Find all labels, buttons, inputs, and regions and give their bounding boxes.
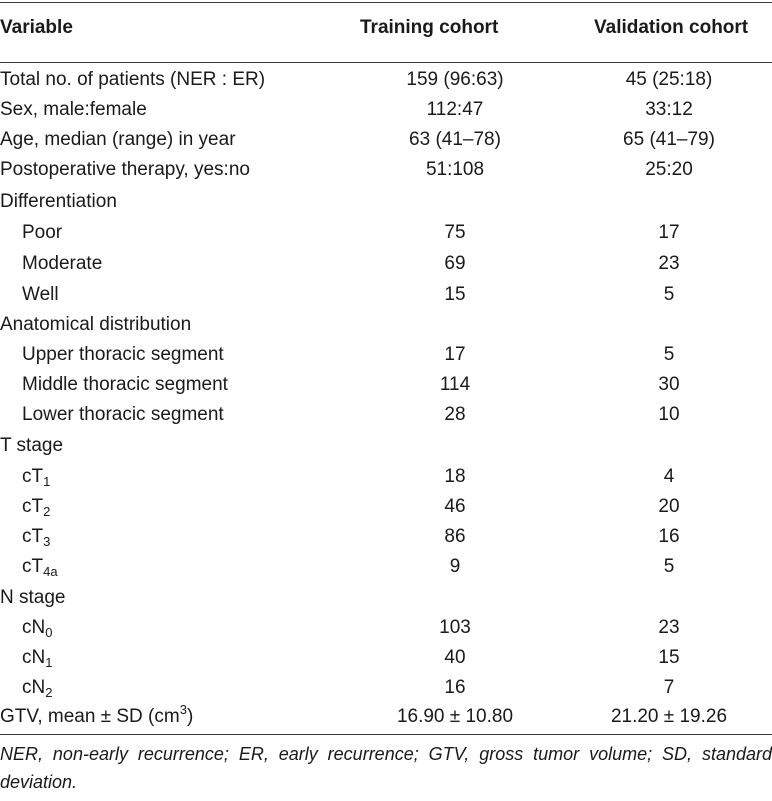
section-label: Anatomical distribution bbox=[0, 314, 192, 335]
training-value: 15 bbox=[444, 284, 466, 305]
table-row: N stage bbox=[0, 583, 772, 613]
row-label: Lower thoracic segment bbox=[22, 404, 224, 425]
header-training-cohort: Training cohort bbox=[360, 17, 499, 38]
training-value: 112:47 bbox=[426, 99, 484, 120]
table-row: Differentiation bbox=[0, 187, 772, 217]
row-label: Well bbox=[22, 284, 59, 305]
table-row: cT1 18 4 bbox=[0, 462, 772, 492]
header-row: Variable Training cohort Validation coho… bbox=[0, 13, 772, 43]
validation-value: 15 bbox=[658, 647, 680, 668]
row-label: Total no. of patients (NER : ER) bbox=[0, 69, 266, 90]
row-label: cN0 bbox=[22, 617, 53, 640]
training-value: 69 bbox=[444, 253, 466, 274]
training-value: 159 (96:63) bbox=[406, 69, 504, 90]
training-value: 28 bbox=[444, 404, 466, 425]
validation-value: 7 bbox=[663, 677, 675, 698]
table-row: Moderate 69 23 bbox=[0, 249, 772, 279]
validation-value: 5 bbox=[663, 284, 675, 305]
header-variable: Variable bbox=[0, 17, 73, 38]
validation-value: 30 bbox=[658, 374, 680, 395]
validation-value: 65 (41–79) bbox=[623, 129, 715, 150]
validation-value: 17 bbox=[658, 222, 680, 243]
training-value: 16.90 ± 10.80 bbox=[396, 706, 514, 727]
row-label: Upper thoracic segment bbox=[22, 344, 224, 365]
training-value: 17 bbox=[444, 344, 466, 365]
row-label: cT4a bbox=[22, 556, 58, 579]
training-value: 114 bbox=[439, 374, 471, 395]
table-row: cT2 46 20 bbox=[0, 492, 772, 522]
table-row: cT3 86 16 bbox=[0, 522, 772, 552]
validation-value: 4 bbox=[663, 466, 675, 487]
table-row: Total no. of patients (NER : ER) 159 (96… bbox=[0, 65, 772, 95]
table-row: Middle thoracic segment 114 30 bbox=[0, 370, 772, 400]
section-label: T stage bbox=[0, 435, 64, 456]
validation-value: 45 (25:18) bbox=[625, 69, 713, 90]
validation-value: 16 bbox=[658, 526, 680, 547]
table-footnote: NER, non-early recurrence; ER, early rec… bbox=[0, 744, 772, 792]
table-row: GTV, mean ± SD (cm3) 16.90 ± 10.80 21.20… bbox=[0, 702, 772, 732]
validation-value: 23 bbox=[658, 253, 680, 274]
bottom-rule bbox=[0, 734, 772, 735]
table-row: Upper thoracic segment 17 5 bbox=[0, 340, 772, 370]
row-label: cN2 bbox=[22, 677, 53, 700]
row-label: cT3 bbox=[22, 526, 51, 549]
row-label: Middle thoracic segment bbox=[22, 374, 228, 395]
table-row: Sex, male:female 112:47 33:12 bbox=[0, 95, 772, 125]
header-rule bbox=[0, 62, 772, 63]
row-label: cT2 bbox=[22, 496, 51, 519]
training-value: 18 bbox=[444, 466, 466, 487]
table-row: Age, median (range) in year 63 (41–78) 6… bbox=[0, 125, 772, 155]
validation-value: 10 bbox=[658, 404, 680, 425]
table-row: Anatomical distribution bbox=[0, 310, 772, 340]
table-row: Postoperative therapy, yes:no 51:108 25:… bbox=[0, 155, 772, 185]
validation-value: 23 bbox=[658, 617, 680, 638]
table-row: cN2 16 7 bbox=[0, 673, 772, 703]
table-row: T stage bbox=[0, 431, 772, 461]
training-value: 51:108 bbox=[425, 159, 485, 180]
row-label: Age, median (range) in year bbox=[0, 129, 236, 150]
validation-value: 33:12 bbox=[645, 99, 693, 120]
training-value: 86 bbox=[444, 526, 466, 547]
table-row: Well 15 5 bbox=[0, 280, 772, 310]
top-rule bbox=[0, 2, 772, 3]
training-value: 9 bbox=[449, 556, 461, 577]
validation-value: 20 bbox=[658, 496, 680, 517]
row-label: Moderate bbox=[22, 253, 103, 274]
training-value: 63 (41–78) bbox=[409, 129, 501, 150]
table-row: cT4a 9 5 bbox=[0, 552, 772, 582]
validation-value: 5 bbox=[663, 344, 675, 365]
row-label: cN1 bbox=[22, 647, 53, 670]
table-row: cN0 103 23 bbox=[0, 613, 772, 643]
header-validation-cohort: Validation cohort bbox=[594, 17, 749, 38]
training-value: 16 bbox=[444, 677, 466, 698]
validation-value: 25:20 bbox=[645, 159, 693, 180]
table-row: cN1 40 15 bbox=[0, 643, 772, 673]
row-label: Postoperative therapy, yes:no bbox=[0, 159, 250, 180]
validation-value: 21.20 ± 19.26 bbox=[610, 706, 728, 727]
training-value: 75 bbox=[444, 222, 466, 243]
row-label: GTV, mean ± SD (cm3) bbox=[0, 702, 194, 727]
validation-value: 5 bbox=[663, 556, 675, 577]
row-label: Poor bbox=[22, 222, 63, 243]
row-label: cT1 bbox=[22, 466, 51, 489]
table-row: Poor 75 17 bbox=[0, 218, 772, 248]
training-value: 40 bbox=[444, 647, 466, 668]
section-label: N stage bbox=[0, 587, 66, 608]
row-label: Sex, male:female bbox=[0, 99, 147, 120]
section-label: Differentiation bbox=[0, 191, 117, 212]
table-row: Lower thoracic segment 28 10 bbox=[0, 400, 772, 430]
training-value: 46 bbox=[444, 496, 466, 517]
training-value: 103 bbox=[439, 617, 471, 638]
